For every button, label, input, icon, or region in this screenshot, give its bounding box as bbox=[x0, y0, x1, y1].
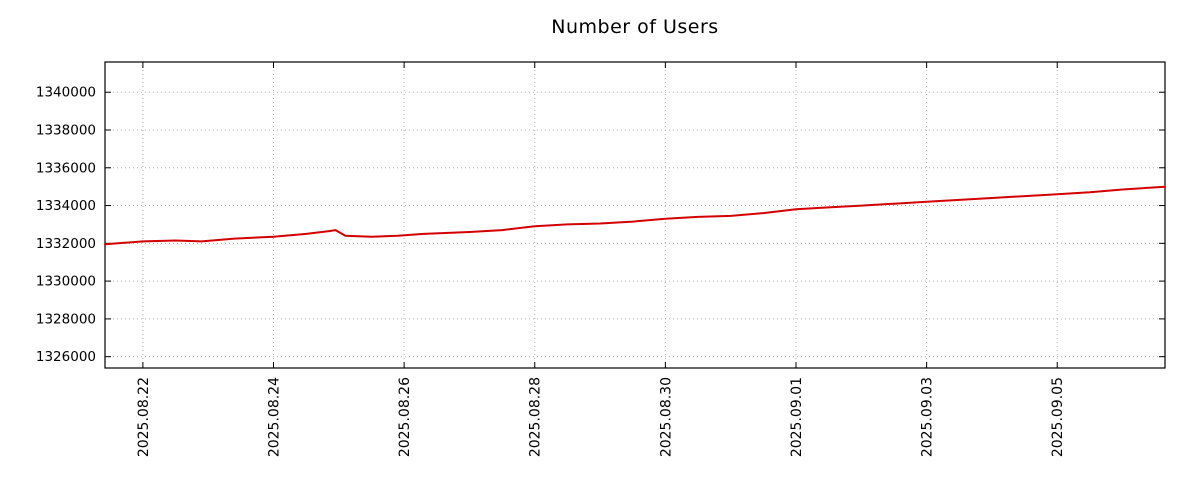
y-tick-label: 1326000 bbox=[36, 349, 96, 365]
x-tick-label: 2025.09.05 bbox=[1050, 377, 1066, 457]
x-tick-label: 2025.08.22 bbox=[136, 377, 152, 457]
y-tick-label: 1330000 bbox=[36, 274, 96, 290]
x-tick-label: 2025.09.01 bbox=[789, 377, 805, 457]
y-tick-label: 1340000 bbox=[36, 85, 96, 101]
y-tick-label: 1336000 bbox=[36, 160, 96, 176]
x-tick-label: 2025.08.28 bbox=[528, 377, 544, 457]
y-tick-label: 1338000 bbox=[36, 123, 96, 139]
chart-title: Number of Users bbox=[551, 16, 719, 38]
y-tick-label: 1332000 bbox=[36, 236, 96, 252]
y-tick-label: 1328000 bbox=[36, 311, 96, 327]
x-tick-label: 2025.08.30 bbox=[658, 377, 674, 457]
series-line-users bbox=[104, 185, 1166, 246]
x-tick-label: 2025.09.03 bbox=[920, 377, 936, 457]
plot-border bbox=[104, 61, 1166, 369]
y-tick-label: 1334000 bbox=[36, 198, 96, 214]
x-tick-label: 2025.08.24 bbox=[267, 377, 283, 457]
x-tick-label: 2025.08.26 bbox=[397, 377, 413, 457]
